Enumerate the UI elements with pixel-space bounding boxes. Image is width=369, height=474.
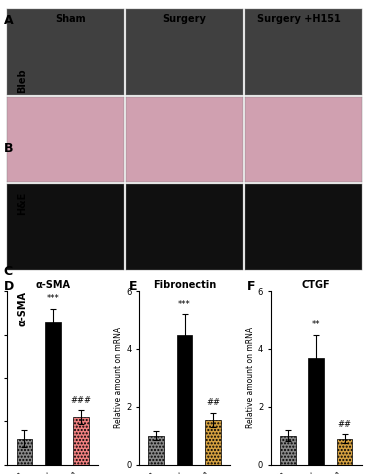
Title: CTGF: CTGF (302, 281, 331, 291)
Text: Surgery: Surgery (163, 14, 206, 24)
Text: ###: ### (71, 396, 92, 405)
Title: Fibronectin: Fibronectin (153, 281, 216, 291)
Text: Sham: Sham (55, 14, 85, 24)
Bar (148, 436, 164, 465)
Bar (177, 335, 192, 465)
Text: α-SMA: α-SMA (17, 291, 27, 326)
Text: H&E: H&E (17, 192, 27, 216)
Text: D: D (4, 280, 14, 292)
Bar (73, 417, 89, 465)
Bar (45, 321, 61, 465)
Text: ***: *** (178, 300, 191, 309)
Bar (308, 357, 324, 465)
Text: A: A (4, 14, 13, 27)
Bar (17, 438, 32, 465)
Y-axis label: Relative amount on mRNA: Relative amount on mRNA (114, 327, 123, 428)
Y-axis label: Relative amount on mRNA: Relative amount on mRNA (246, 327, 255, 428)
Bar (337, 438, 352, 465)
Text: E: E (129, 280, 138, 292)
Text: C: C (4, 265, 13, 278)
Text: B: B (4, 142, 13, 155)
Text: F: F (247, 280, 256, 292)
Text: Surgery +H151: Surgery +H151 (257, 14, 341, 24)
Text: **: ** (312, 320, 320, 329)
Text: ***: *** (46, 294, 59, 303)
Text: ##: ## (338, 420, 352, 429)
Bar (280, 436, 296, 465)
Title: α-SMA: α-SMA (35, 281, 70, 291)
Text: ##: ## (206, 398, 220, 407)
Bar (205, 420, 221, 465)
Text: Bleb: Bleb (17, 68, 27, 93)
